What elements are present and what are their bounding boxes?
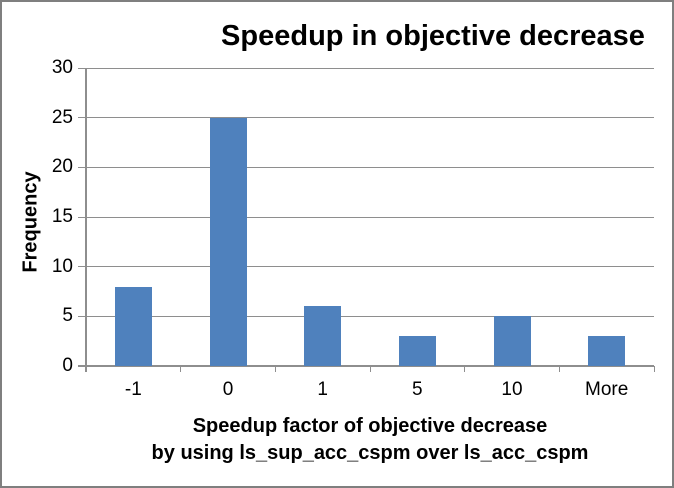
x-category-label: -1 xyxy=(124,379,142,400)
y-tick-label: 15 xyxy=(51,206,73,227)
y-tick-label: 10 xyxy=(51,255,73,277)
x-axis-tick xyxy=(464,366,466,372)
x-axis-title-line1: Speedup factor of objective decrease xyxy=(192,415,548,437)
x-category-label: 5 xyxy=(412,379,423,400)
bar xyxy=(493,316,531,366)
bar xyxy=(114,286,152,366)
x-axis-title-line2: by using ls_sup_acc_cspm over ls_acc_csp… xyxy=(151,442,589,464)
x-axis-tick xyxy=(274,366,276,372)
gridline xyxy=(78,67,654,69)
bar xyxy=(304,306,342,366)
y-tick-label: 25 xyxy=(51,106,73,128)
x-axis-tick xyxy=(180,366,182,372)
x-axis-title: Speedup factor of objective decrease by … xyxy=(86,413,654,467)
x-category-label: 1 xyxy=(317,379,328,400)
x-axis-tick xyxy=(369,366,371,372)
gridline xyxy=(78,216,654,218)
y-tick-label: 30 xyxy=(51,57,73,78)
x-axis-tick xyxy=(653,366,655,372)
gridline xyxy=(78,315,654,317)
gridline xyxy=(78,166,654,168)
gridline xyxy=(78,117,654,119)
x-category-label: 0 xyxy=(222,379,234,400)
gridline xyxy=(78,266,654,268)
y-axis-line xyxy=(85,68,87,372)
y-tick-label: 5 xyxy=(62,305,73,327)
y-tick-label: 0 xyxy=(62,355,73,376)
bar xyxy=(588,336,626,366)
bar xyxy=(209,117,247,366)
x-category-label: More xyxy=(585,379,629,400)
x-axis-line xyxy=(78,365,654,367)
bar xyxy=(398,336,436,366)
x-category-label: 10 xyxy=(501,379,523,400)
x-axis-tick xyxy=(558,366,560,372)
y-tick-label: 20 xyxy=(51,156,73,178)
chart-title: Speedup in objective decrease xyxy=(221,20,645,52)
